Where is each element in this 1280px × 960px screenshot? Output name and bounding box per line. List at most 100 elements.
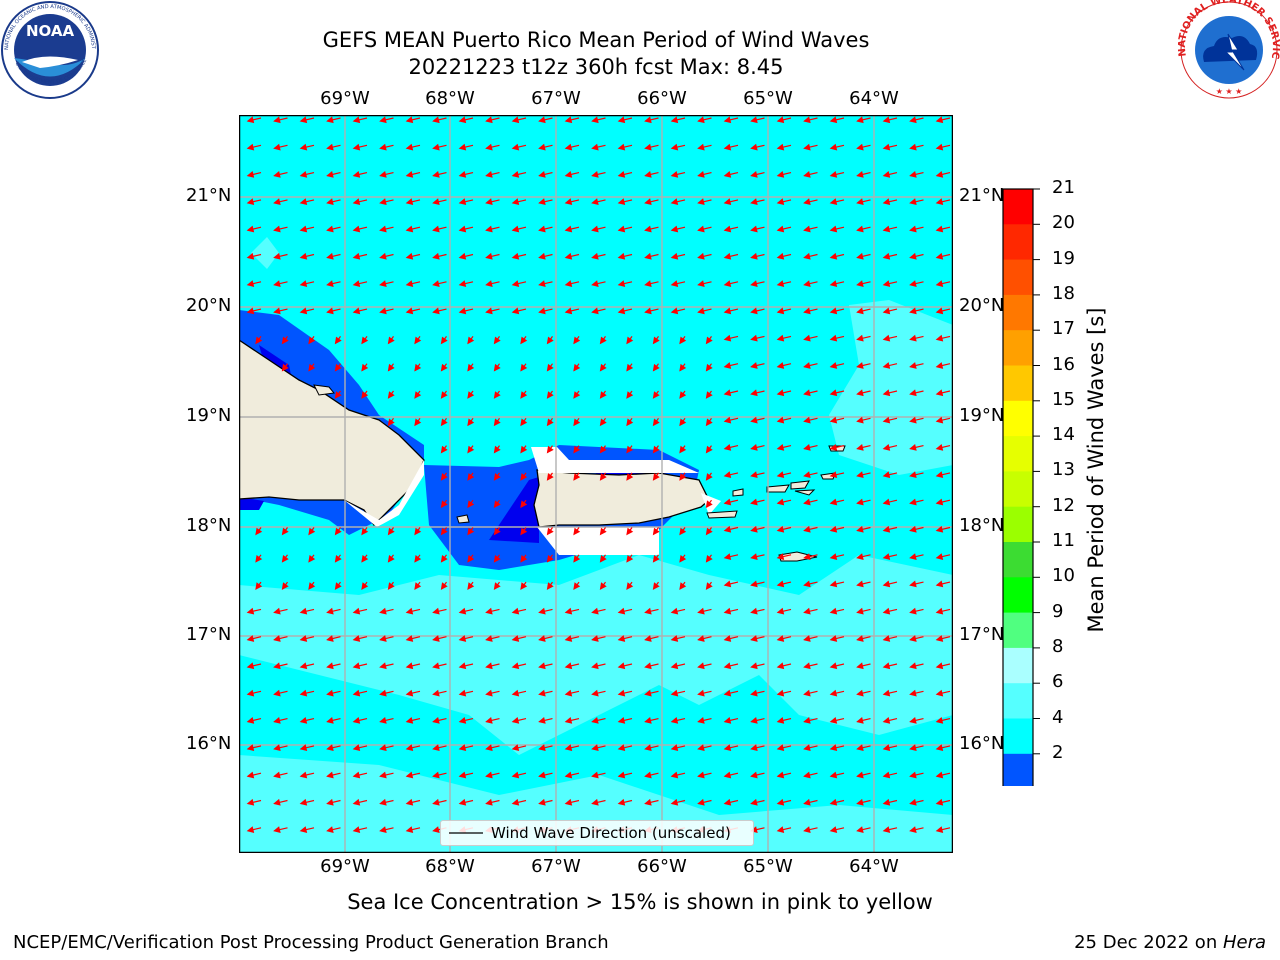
lat-label-right-0: 21°N (959, 185, 1005, 206)
wind-wave-arrowhead (705, 473, 713, 481)
wind-wave-arrowhead (882, 771, 891, 779)
wind-wave-arrowhead (326, 662, 334, 670)
wind-wave-arrowhead (803, 198, 811, 206)
wind-wave-arrowhead (856, 334, 864, 342)
footer-host: Hera (1222, 932, 1266, 953)
wind-wave-arrowhead (573, 582, 581, 590)
wind-wave-arrowhead (538, 252, 546, 260)
wind-wave-arrowhead (379, 744, 387, 752)
wind-wave-arrowhead (882, 716, 891, 724)
nws-logo: NATIONAL WEATHER SERVICE ★ ★ ★ (1178, 0, 1280, 99)
wind-wave-arrowhead (670, 689, 679, 697)
colorbar-tick-label: 20 (1052, 212, 1075, 234)
wind-wave-arrowhead (935, 471, 944, 479)
wind-wave-arrowhead (511, 143, 520, 151)
wind-wave-arrowhead (617, 225, 626, 233)
wind-wave-arrowhead (299, 143, 308, 151)
wind-wave-arrowhead (299, 689, 308, 697)
wind-wave-arrowhead (485, 744, 493, 752)
wind-wave-arrowhead (440, 500, 448, 509)
wind-wave-arrowhead (511, 280, 520, 287)
wind-wave-arrowhead (829, 525, 838, 533)
wind-wave-arrowhead (520, 418, 528, 427)
wind-wave-arrowhead (405, 225, 414, 233)
wind-wave-arrowhead (803, 116, 811, 124)
wind-wave-arrowhead (670, 225, 679, 233)
wind-wave-arrowhead (546, 554, 554, 563)
wind-wave-arrowhead (299, 771, 308, 779)
wind-wave-arrowhead (387, 418, 395, 427)
colorbar-segment (1003, 436, 1033, 472)
legend-label: Wind Wave Direction (unscaled) (491, 824, 731, 842)
wind-wave-arrowhead (273, 771, 281, 779)
wind-wave-arrowhead (493, 391, 501, 399)
wind-wave-arrowhead (856, 116, 864, 124)
wind-wave-arrowhead (935, 607, 944, 615)
wind-wave-arrowhead (511, 198, 520, 206)
wind-wave-arrowhead (599, 391, 607, 399)
wind-wave-arrowhead (644, 635, 652, 642)
footer-date: 25 Dec 2022 on (1074, 932, 1223, 953)
wind-wave-arrowhead (326, 252, 334, 260)
wind-wave-arrowhead (281, 363, 289, 372)
wind-wave-arrowhead (334, 582, 342, 590)
wind-wave-arrowhead (246, 689, 255, 697)
wind-wave-arrowhead (591, 252, 599, 260)
wind-wave-arrowhead (856, 498, 864, 506)
colorbar-tick-label: 4 (1052, 706, 1064, 728)
wind-wave-arrowhead (458, 225, 467, 233)
wind-wave-arrowhead (776, 225, 785, 233)
wind-wave-arrowhead (829, 143, 838, 151)
wind-wave-arrowhead (379, 607, 387, 615)
wind-wave-arrowhead (387, 527, 395, 536)
wind-wave-arrowhead (856, 170, 864, 178)
lon-label-top-3: 66°W (637, 88, 687, 109)
wind-wave-arrowhead (829, 252, 838, 260)
wind-wave-arrowhead (670, 198, 679, 206)
wind-wave-arrowhead (856, 689, 864, 697)
wind-wave-arrowhead (405, 116, 414, 124)
wind-wave-arrowhead (538, 662, 546, 670)
wind-wave-arrowhead (935, 252, 944, 260)
wind-wave-arrowhead (652, 391, 660, 399)
wind-wave-arrowhead (803, 307, 811, 315)
wind-wave-arrowhead (882, 307, 891, 315)
wind-wave-arrowhead (935, 280, 944, 287)
wind-wave-arrowhead (546, 445, 554, 454)
wind-wave-arrowhead (538, 635, 546, 642)
wind-wave-arrowhead (458, 170, 467, 178)
wind-wave-arrowhead (387, 582, 395, 590)
wind-wave-arrowhead (697, 744, 705, 752)
wind-wave-arrowhead (326, 716, 334, 724)
lon-label-bottom-1: 68°W (425, 856, 475, 877)
wind-wave-arrowhead (829, 170, 838, 178)
wind-wave-arrowhead (387, 336, 395, 345)
wind-wave-arrowhead (326, 280, 334, 287)
wind-wave-arrowhead (705, 500, 713, 509)
wind-wave-arrowhead (538, 744, 546, 752)
wind-wave-arrowhead (829, 471, 838, 479)
wind-wave-arrowhead (679, 418, 687, 427)
wind-wave-arrowhead (652, 445, 660, 454)
wind-wave-arrowhead (935, 826, 944, 833)
lon-label-top-2: 67°W (531, 88, 581, 109)
wind-wave-arrowhead (440, 554, 448, 563)
wind-wave-arrowhead (776, 662, 785, 670)
colorbar-segment (1003, 365, 1033, 402)
wind-wave-arrowhead (432, 771, 440, 779)
wind-wave-arrowhead (591, 116, 599, 124)
lat-label-right-2: 19°N (959, 405, 1005, 426)
wind-wave-arrowhead (564, 689, 573, 697)
wind-wave-arrowhead (909, 826, 917, 833)
wind-wave-arrowhead (909, 116, 917, 124)
wind-wave-arrowhead (679, 445, 687, 454)
wind-wave-arrowhead (617, 635, 626, 642)
wind-wave-arrowhead (246, 225, 255, 233)
wind-wave-arrowhead (308, 554, 316, 563)
wind-wave-arrowhead (723, 280, 732, 287)
colorbar-segment (1003, 577, 1033, 614)
wind-wave-arrowhead (670, 635, 679, 642)
wind-wave-arrowhead (599, 418, 607, 427)
wind-wave-arrowhead (723, 771, 732, 779)
wind-wave-arrowhead (458, 771, 467, 779)
